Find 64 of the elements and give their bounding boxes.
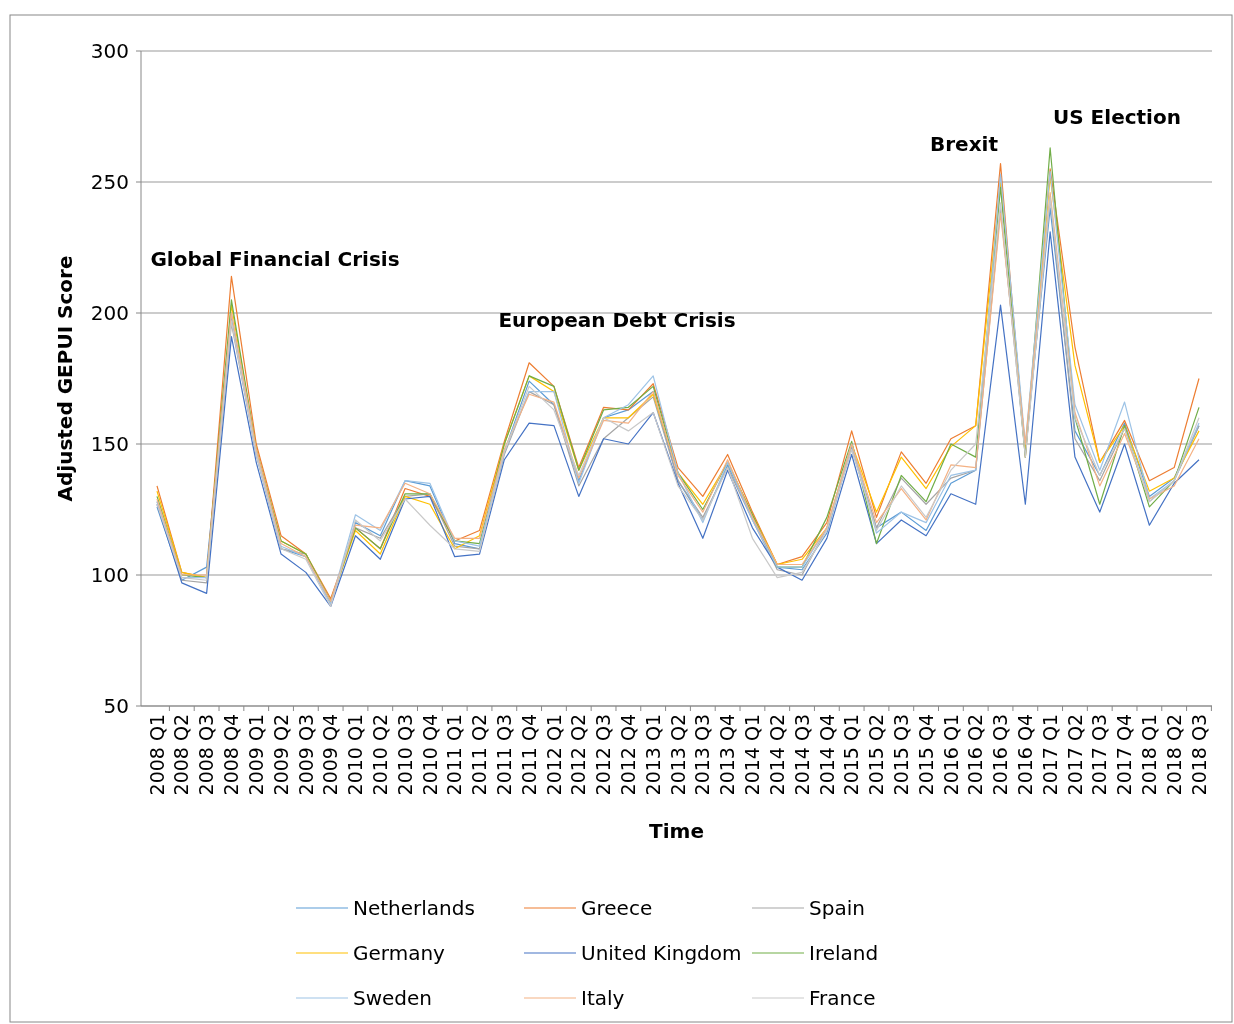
x-tick-label: 2015 Q2 [865,714,888,796]
y-tick-label: 50 [103,694,129,718]
x-tick-label: 2009 Q3 [294,714,317,796]
x-tick-label: 2013 Q2 [666,714,689,796]
x-tick-label: 2017 Q3 [1088,714,1111,796]
y-axis-title: Adjusted GEPUI Score [53,255,77,502]
y-tick-label: 300 [90,39,129,63]
x-tick-label: 2011 Q1 [443,714,466,796]
x-tick-label: 2010 Q2 [368,714,391,796]
x-tick-label: 2015 Q4 [914,714,937,796]
x-tick-label: 2014 Q4 [815,714,838,796]
x-tick-label: 2014 Q3 [790,714,813,796]
x-tick-label: 2008 Q2 [170,714,193,796]
x-tick-label: 2012 Q1 [542,714,565,796]
x-tick-label: 2013 Q1 [641,714,664,796]
x-tick-label: 2010 Q1 [344,714,367,796]
y-tick-label: 100 [90,563,129,587]
x-tick-label: 2012 Q2 [567,714,590,796]
y-tick-label: 150 [90,432,129,456]
x-tick-label: 2010 Q3 [393,714,416,796]
legend-label: Netherlands [353,896,475,920]
x-tick-label: 2015 Q3 [889,714,912,796]
y-tick-label: 200 [90,301,129,325]
x-tick-label: 2016 Q3 [989,714,1012,796]
x-tick-label: 2011 Q3 [492,714,515,796]
x-tick-label: 2014 Q2 [765,714,788,796]
annotation: Brexit [930,132,999,156]
x-tick-label: 2008 Q1 [145,714,168,796]
x-tick-label: 2016 Q1 [939,714,962,796]
legend-label: Greece [581,896,653,920]
legend-label: Spain [809,896,865,920]
x-axis-title: Time [649,819,704,843]
x-tick-label: 2011 Q4 [517,714,540,796]
x-tick-label: 2016 Q4 [1013,714,1036,796]
x-tick-label: 2014 Q1 [741,714,764,796]
x-tick-label: 2017 Q1 [1038,714,1061,796]
x-tick-label: 2018 Q1 [1138,714,1161,796]
x-tick-label: 2013 Q4 [716,714,739,796]
x-tick-label: 2012 Q4 [617,714,640,796]
x-tick-label: 2017 Q4 [1113,714,1136,796]
legend-label: Ireland [809,941,879,965]
y-tick-label: 250 [90,170,129,194]
legend-label: Germany [353,941,446,965]
legend-label: France [809,986,876,1010]
x-tick-label: 2018 Q2 [1162,714,1185,796]
x-tick-label: 2016 Q2 [964,714,987,796]
x-tick-label: 2011 Q2 [468,714,491,796]
x-tick-label: 2015 Q1 [840,714,863,796]
annotation: Global Financial Crisis [150,247,400,271]
x-tick-label: 2017 Q2 [1063,714,1086,796]
annotation: European Debt Crisis [498,308,736,332]
legend-label: Italy [581,986,625,1010]
annotation: US Election [1053,105,1181,129]
x-tick-label: 2013 Q3 [691,714,714,796]
legend-label: United Kingdom [581,941,742,965]
x-tick-label: 2009 Q4 [319,714,342,796]
x-tick-label: 2018 Q3 [1187,714,1210,796]
x-tick-label: 2008 Q3 [195,714,218,796]
legend-label: Sweden [353,986,433,1010]
x-tick-label: 2010 Q4 [418,714,441,796]
x-tick-label: 2008 Q4 [220,714,243,796]
x-tick-label: 2012 Q3 [592,714,615,796]
x-tick-label: 2009 Q2 [269,714,292,796]
x-tick-label: 2009 Q1 [244,714,267,796]
